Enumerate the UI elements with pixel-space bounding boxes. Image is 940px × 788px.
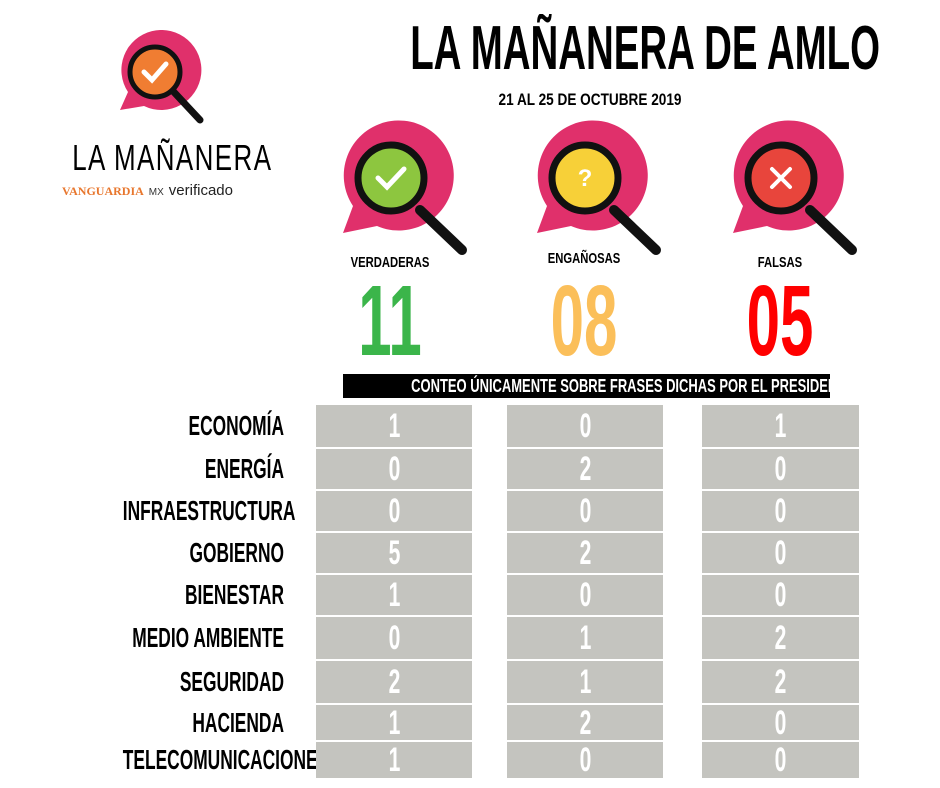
logo-partners: VANGUARDIA MX verificado [62,182,233,202]
count-value: 1 [579,663,591,701]
count-cell: 0 [702,703,859,742]
count-cell: 2 [702,661,859,703]
logo-partner-vanguardia: VANGUARDIA [62,184,144,198]
count-cell: 1 [507,661,663,703]
count-cell: 1 [316,703,472,742]
count-value: 0 [774,492,787,530]
category-count: 05 [746,265,814,377]
category-count: 11 [358,265,422,377]
count-value: 1 [579,619,591,657]
question-icon: ? [578,165,593,192]
svg-text:?: ? [578,165,593,192]
count-value: 0 [579,741,591,779]
count-value: 2 [579,450,591,488]
count-cell: 0 [702,449,859,489]
count-value: 2 [774,663,787,701]
count-cell: 2 [507,449,663,489]
count-value: 5 [388,534,400,572]
count-value: 0 [579,407,591,445]
count-cell: 1 [316,575,472,615]
count-value: 2 [579,703,591,742]
count-cell: 0 [507,742,663,778]
count-value: 0 [774,576,787,614]
count-cell: 2 [316,661,472,703]
count-value: 1 [388,703,400,742]
count-value: 2 [774,619,787,657]
topic-label: ECONOMÍA [188,410,284,441]
count-value: 0 [774,703,787,742]
logo-name: LA MAÑANERA [72,137,273,178]
count-cell: 1 [507,617,663,659]
count-cell: 1 [316,742,472,778]
count-cell: 0 [507,575,663,615]
x-icon [770,167,792,189]
count-value: 0 [579,492,591,530]
category-label: VERDADERAS [350,254,430,271]
page-title: LA MAÑANERA DE AMLO [410,14,880,83]
topic-label: SEGURIDAD [179,666,284,697]
question-magnifier-icon: ? [537,120,661,255]
count-cell: 0 [702,533,859,573]
count-value: 1 [388,407,400,445]
count-value: 0 [774,741,787,779]
count-value: 2 [388,663,400,701]
topic-label: MEDIO AMBIENTE [132,622,284,653]
topic-label: GOBIERNO [189,537,284,568]
count-value: 1 [388,741,400,779]
count-cell: 2 [507,703,663,742]
logo-partner-mx: MX [148,187,164,198]
category-label: FALSAS [757,254,803,271]
count-cell: 2 [507,533,663,573]
magnifier-logo-icon [120,30,204,124]
check-icon [375,166,407,191]
count-cell: 0 [316,491,472,531]
page-subtitle: 21 AL 25 DE OCTUBRE 2019 [498,90,682,109]
topic-label: HACIENDA [192,706,284,738]
topic-label: BIENESTAR [184,579,284,610]
count-value: 0 [579,576,591,614]
count-cell: 0 [507,405,663,447]
topic-label: ENERGÍA [204,453,284,484]
count-value: 0 [388,450,400,488]
topic-label: TELECOMUNICACIONES [122,744,330,775]
count-cell: 0 [702,742,859,778]
category-label: ENGAÑOSAS [547,250,621,267]
category-count: 08 [550,265,618,377]
count-cell: 0 [316,449,472,489]
count-value: 0 [388,492,400,530]
count-value: 0 [388,619,400,657]
count-cell: 2 [702,617,859,659]
count-value: 0 [774,450,787,488]
count-cell: 1 [316,405,472,447]
note-text: CONTEO ÚNICAMENTE SOBRE FRASES DICHAS PO… [411,376,854,396]
note-banner: CONTEO ÚNICAMENTE SOBRE FRASES DICHAS PO… [343,374,854,398]
topic-label: INFRAESTRUCTURA [122,495,296,526]
check-magnifier-icon [343,120,467,255]
logo-partner-verificado: verificado [168,182,233,199]
x-magnifier-icon [733,120,857,255]
count-value: 2 [579,534,591,572]
count-cell: 0 [702,491,859,531]
count-cell: 0 [507,491,663,531]
count-cell: 1 [702,405,859,447]
count-value: 1 [388,576,400,614]
count-value: 1 [774,407,787,445]
count-cell: 0 [702,575,859,615]
count-value: 0 [774,534,787,572]
count-cell: 0 [316,617,472,659]
count-cell: 5 [316,533,472,573]
